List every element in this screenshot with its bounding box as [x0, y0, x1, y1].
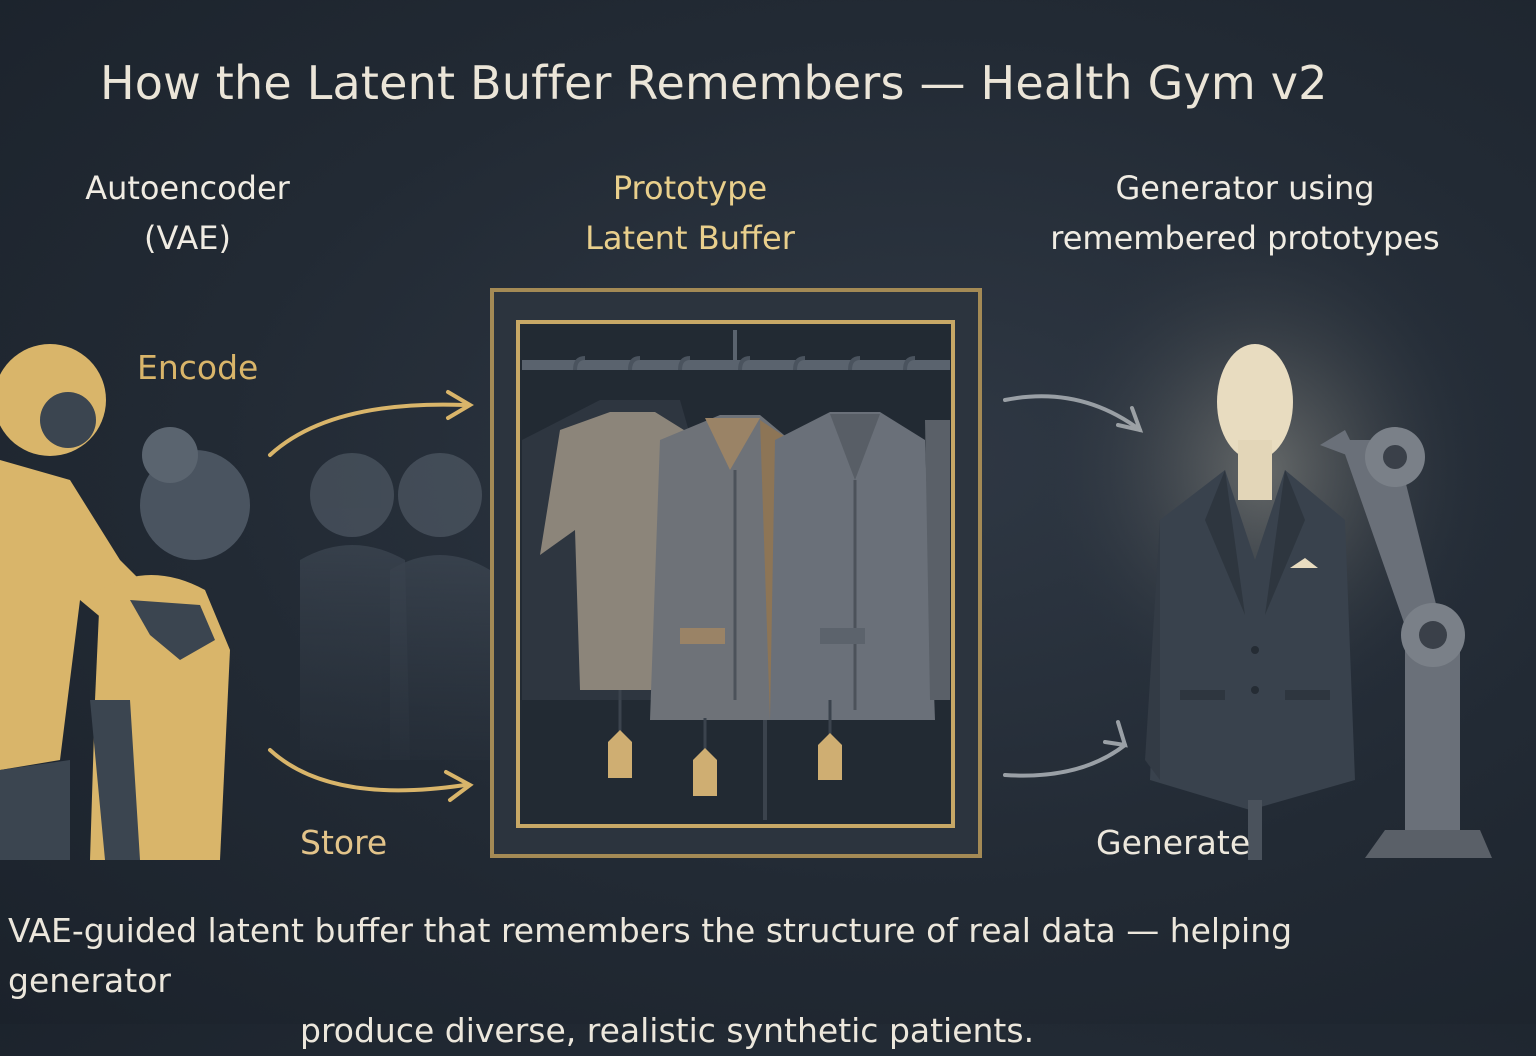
generator-label-line2: remembered prototypes [1050, 219, 1440, 257]
suit-jacket-icon [1145, 470, 1355, 860]
generate-label: Generate [1096, 823, 1251, 862]
vae-label: Autoencoder (VAE) [40, 163, 335, 263]
encode-label: Encode [137, 348, 259, 387]
caption: VAE-guided latent buffer that remembers … [0, 906, 1440, 1056]
vae-label-line2: (VAE) [144, 219, 231, 257]
store-label: Store [300, 823, 388, 862]
people-silhouettes-icon [0, 344, 250, 860]
mannequin-icon [1217, 344, 1293, 500]
page-title: How the Latent Buffer Remembers — Health… [100, 56, 1328, 110]
buffer-label-line2: Latent Buffer [585, 219, 795, 257]
generator-label: Generator using remembered prototypes [1030, 163, 1460, 263]
caption-line1: VAE-guided latent buffer that remembers … [8, 911, 1293, 1000]
generator-label-line1: Generator using [1115, 169, 1375, 207]
price-tag-icon [608, 690, 842, 796]
buffer-label: Prototype Latent Buffer [540, 163, 840, 263]
diagram-scene [0, 210, 1495, 860]
arrow-icon [268, 390, 474, 802]
buffer-label-line1: Prototype [612, 169, 768, 207]
vae-label-line1: Autoencoder [85, 169, 290, 207]
ghost-people-icon [300, 453, 490, 760]
robot-arm-icon [1320, 427, 1492, 858]
wardrobe-icon [490, 288, 982, 858]
caption-line2: produce diverse, realistic synthetic pat… [300, 1011, 1035, 1050]
clothes-hanger-icon [573, 356, 916, 371]
